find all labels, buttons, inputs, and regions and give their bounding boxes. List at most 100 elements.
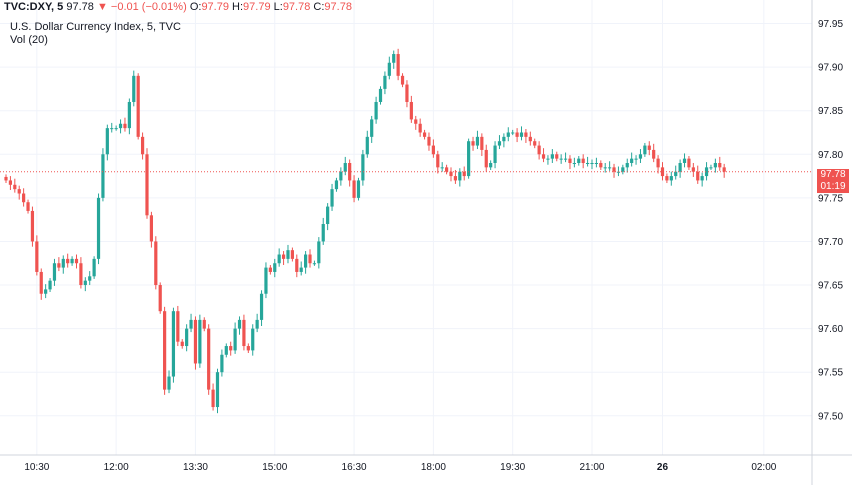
candle-body	[352, 180, 356, 198]
candle-body	[700, 176, 704, 181]
candle-body	[378, 88, 383, 102]
candle-body	[537, 145, 541, 155]
candle-body	[26, 202, 30, 211]
candle-body	[590, 162, 594, 164]
last-price-label: 97.78	[66, 1, 94, 13]
candle-body	[497, 141, 502, 146]
candle-body	[475, 136, 480, 146]
candle-body	[96, 197, 101, 259]
candle-body	[599, 162, 603, 168]
candle-body	[418, 123, 422, 133]
y-tick-label: 97.65	[818, 281, 843, 292]
x-tick-label: 12:00	[104, 462, 129, 473]
candle-body	[281, 254, 286, 259]
candle-body	[493, 145, 497, 163]
candle-body	[528, 136, 532, 142]
candle-body	[458, 171, 462, 181]
y-tick-label: 97.60	[818, 324, 843, 335]
candle-body	[48, 280, 52, 290]
candle-body	[189, 319, 193, 329]
candle-body	[132, 75, 136, 102]
candle-body	[163, 311, 167, 390]
candle-body	[400, 75, 405, 85]
high-label: H:	[232, 1, 244, 13]
candle-body	[568, 158, 572, 163]
price-axis[interactable]: 97.95 97.90 97.85 97.80 97.75 97.70 97.65 97.60…	[818, 19, 843, 422]
candle-body	[44, 289, 48, 294]
x-tick-label: 10:30	[24, 462, 49, 473]
candle-body	[519, 132, 524, 137]
candle-body	[471, 141, 475, 146]
candle-body	[13, 184, 17, 190]
candle-body	[202, 319, 206, 329]
candle-body	[92, 258, 96, 277]
candle-body	[339, 171, 343, 181]
candle-body	[709, 167, 713, 169]
candle-body	[207, 328, 211, 390]
y-tick-label: 97.50	[818, 411, 843, 422]
candle-body	[8, 180, 13, 185]
candle-body	[295, 258, 299, 272]
candle-body	[193, 319, 198, 364]
candle-body	[484, 149, 488, 168]
candle-body	[713, 162, 717, 168]
candle-body	[383, 75, 387, 89]
candle-body	[678, 162, 682, 172]
candle-body	[290, 250, 294, 259]
candle-body	[264, 267, 268, 294]
candle-body	[409, 101, 413, 120]
candle-body	[70, 258, 74, 264]
candle-body	[682, 158, 687, 163]
chart-title[interactable]: U.S. Dollar Currency Index, 5, TVC	[10, 21, 181, 33]
candle-body	[88, 276, 92, 281]
candle-body	[268, 267, 272, 272]
x-tick-label: 16:30	[342, 462, 367, 473]
candle-body	[365, 136, 369, 155]
change-label: −0.01 (−0.01%)	[110, 1, 187, 13]
y-tick-label: 97.75	[818, 193, 843, 204]
open-label: O:	[189, 1, 202, 13]
candle-body	[185, 328, 189, 347]
candle-body	[215, 372, 220, 408]
candle-body	[198, 319, 202, 364]
candle-body	[79, 263, 83, 286]
candle-body	[555, 154, 559, 159]
candle-body	[594, 162, 599, 164]
candle-body	[431, 145, 435, 155]
candle-body	[321, 224, 325, 242]
candle-body	[387, 62, 391, 76]
candle-body	[722, 167, 726, 172]
candle-body	[361, 154, 365, 181]
candle-body	[621, 167, 625, 172]
bar-countdown-badge: 01:19	[817, 181, 849, 193]
x-tick-label: 21:00	[579, 462, 604, 473]
candle-body	[440, 167, 444, 169]
candle-body	[154, 241, 158, 286]
symbol-label[interactable]: TVC:DXY, 5	[4, 1, 64, 13]
candle-body	[229, 346, 233, 351]
candle-body	[277, 254, 281, 264]
candle-body	[127, 101, 131, 129]
candle-body	[467, 141, 471, 177]
y-tick-label: 97.90	[818, 63, 843, 74]
candle-body	[559, 158, 563, 160]
candle-body	[436, 154, 440, 168]
candle-body	[674, 171, 678, 177]
candle-body	[427, 136, 431, 146]
time-axis[interactable]: 10:30 12:00 13:30 15:00 16:30 18:00 19:30 21:00…	[24, 462, 776, 473]
candle-body	[334, 180, 339, 190]
candle-body	[449, 171, 453, 177]
candle-body	[612, 167, 616, 172]
y-tick-label: 97.80	[818, 150, 843, 161]
volume-indicator-label[interactable]: Vol (20)	[10, 34, 48, 46]
candle-body	[326, 206, 330, 225]
candle-body	[524, 132, 528, 137]
candle-body	[546, 158, 550, 160]
candle-body	[105, 128, 109, 155]
candle-body	[533, 141, 537, 146]
x-tick-label: 19:30	[500, 462, 525, 473]
candle-body	[643, 145, 647, 155]
candle-body	[74, 258, 79, 264]
candle-body	[145, 154, 149, 216]
